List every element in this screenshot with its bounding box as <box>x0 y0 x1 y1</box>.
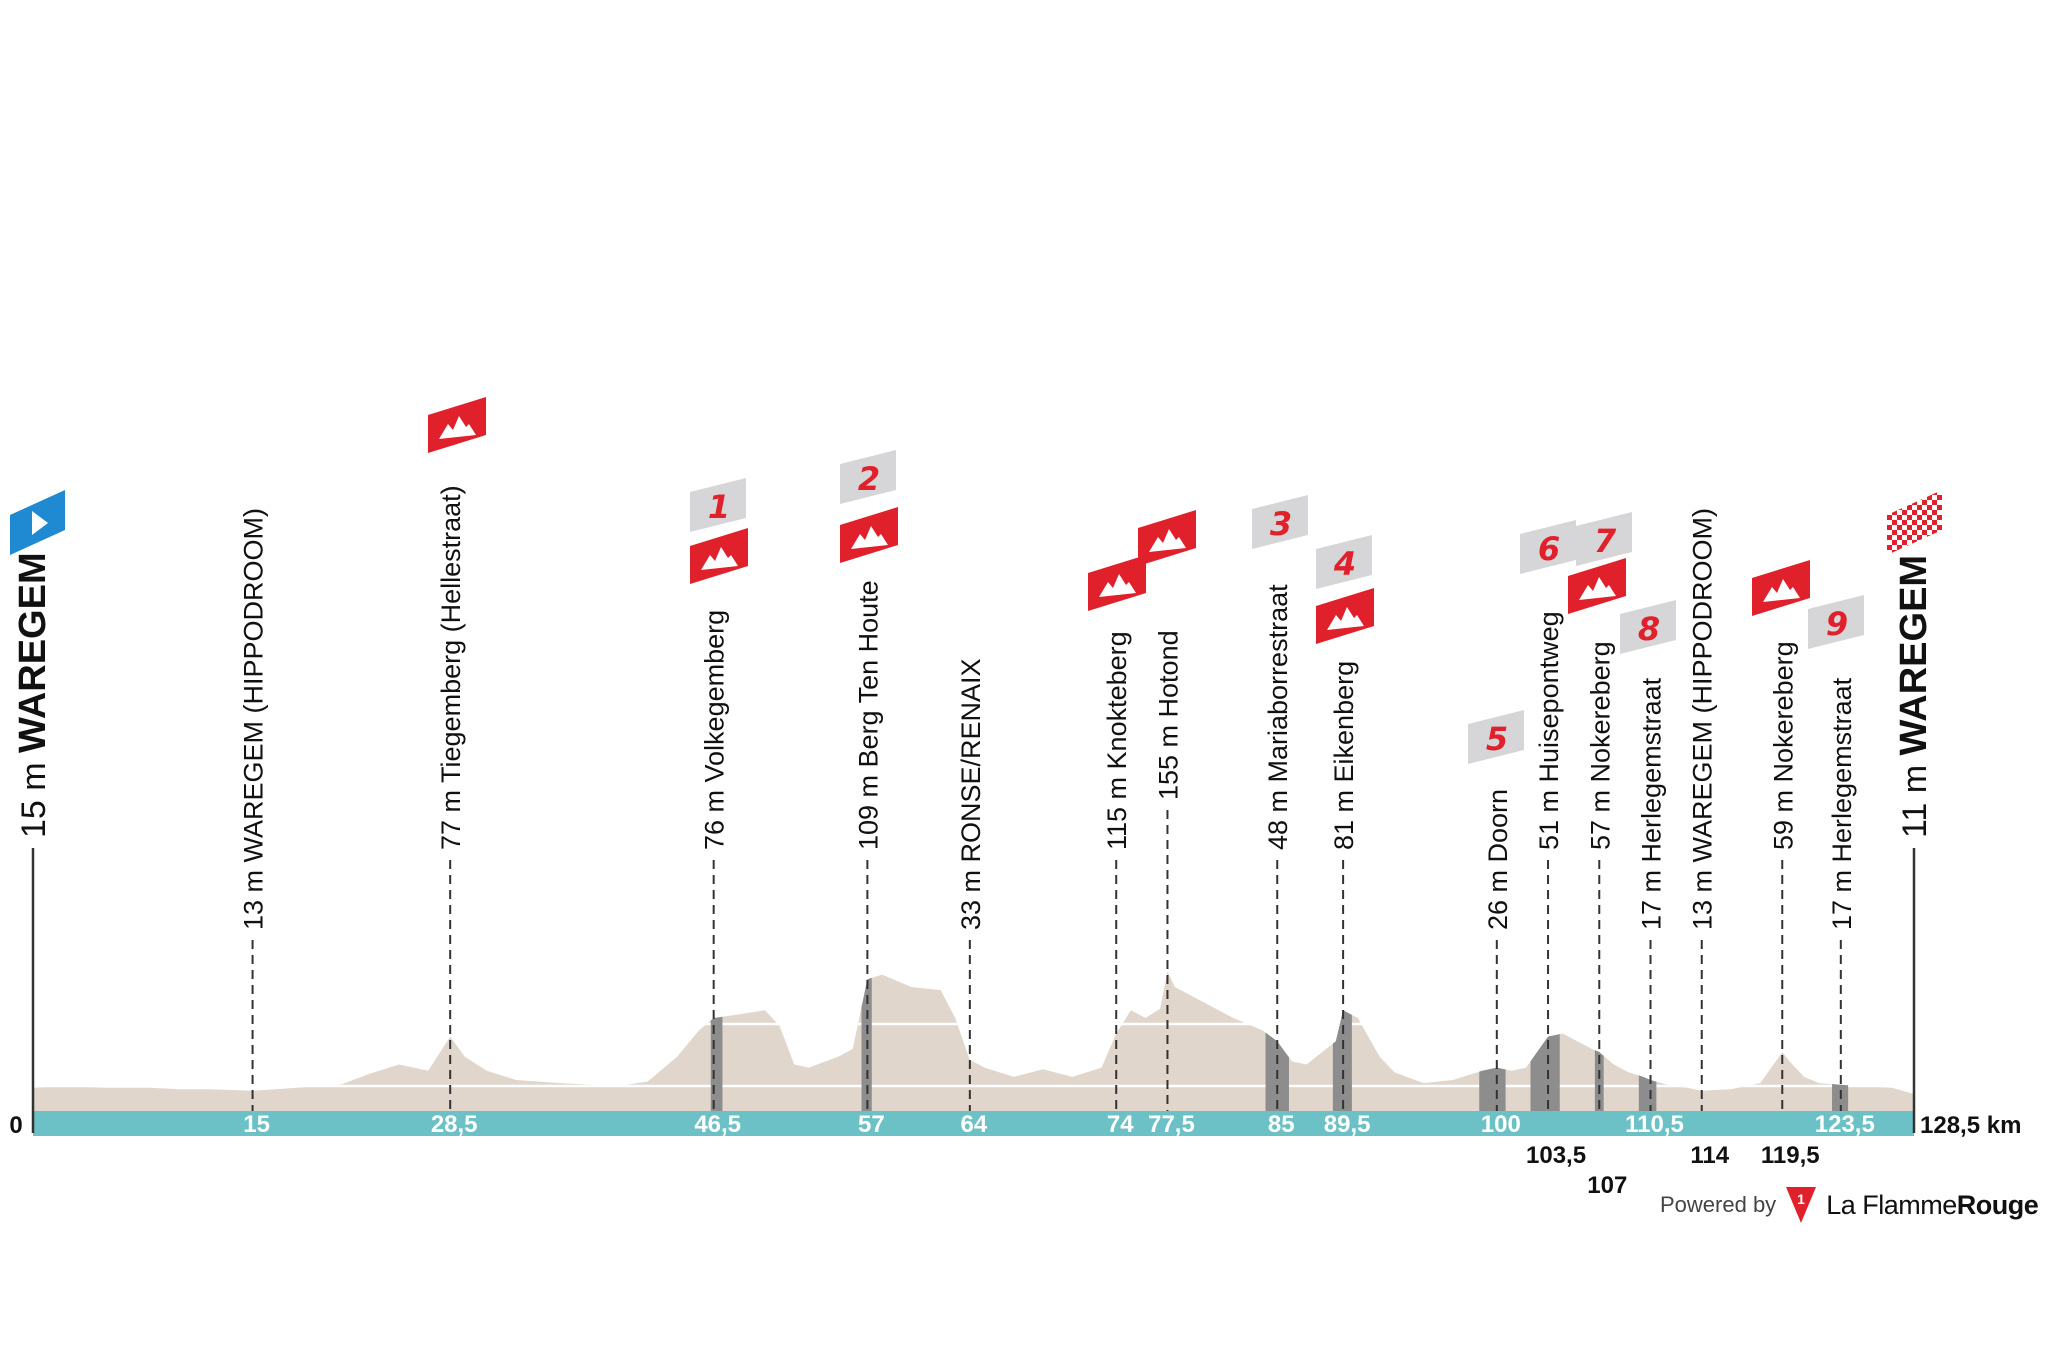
zero-km-label: 0 <box>9 1112 22 1139</box>
elevation-terrain <box>33 971 1914 1111</box>
start-marker: 15 m WAREGEM <box>10 490 65 1133</box>
cobble-sector-band <box>1332 971 1352 1111</box>
waypoint-label: 33 m RONSE/RENAIX <box>956 658 986 930</box>
finish-flag-icon <box>1887 490 1942 555</box>
km-marker-label: 107 <box>1587 1172 1627 1199</box>
distance-baseline <box>33 1111 1914 1136</box>
km-marker-label: 89,5 <box>1324 1111 1371 1138</box>
kom-mountain-icon <box>840 507 898 563</box>
km-marker-label: 77,5 <box>1148 1111 1195 1138</box>
waypoint-label: 81 m Eikenberg <box>1329 661 1359 850</box>
cobble-sector-band <box>1594 971 1604 1111</box>
cobble-sector-badge: 8 <box>1620 600 1676 654</box>
waypoint-dashed-lines <box>251 810 1842 1111</box>
kom-mountain-icon <box>690 528 748 584</box>
waypoint-label: 17 m Herlegemstraat <box>1827 677 1857 930</box>
climb-and-sector-icons: 1 2 3 4 5 6 7 8 9 <box>428 397 1864 764</box>
brand-mark-text: 1 <box>1797 1191 1805 1207</box>
cobble-sector-band <box>1530 971 1560 1111</box>
start-town: WAREGEM <box>12 552 54 753</box>
end-km-label: 128,5 km <box>1920 1112 2021 1139</box>
waypoint-label: 59 m Nokereberg <box>1768 641 1798 850</box>
km-marker-label: 119,5 <box>1761 1142 1820 1169</box>
start-label: 15 m WAREGEM <box>12 552 54 838</box>
waypoint-label: 76 m Volkegemberg <box>700 610 730 850</box>
waypoint-label: 13 m WAREGEM (HIPPODROOM) <box>1688 508 1718 930</box>
kom-mountain-icon <box>1088 555 1146 611</box>
kom-mountain-icon <box>1752 560 1810 616</box>
km-marker-label: 15 <box>243 1111 270 1138</box>
waypoint-label: 17 m Herlegemstraat <box>1637 677 1667 930</box>
waypoint-label: 57 m Nokereberg <box>1585 641 1615 850</box>
finish-label: 11 m WAREGEM <box>1893 555 1935 838</box>
terrain-area <box>33 971 1914 1111</box>
cobble-sector-badge: 2 <box>840 450 896 504</box>
sector-number: 2 <box>858 460 880 498</box>
waypoint-label: 26 m Doorn <box>1483 789 1513 930</box>
start-flag-icon <box>10 490 65 555</box>
cobble-sector-badge: 9 <box>1808 595 1864 649</box>
waypoint-label: 51 m Huisepontweg <box>1534 611 1564 850</box>
kom-mountain-icon <box>428 397 486 453</box>
powered-by-text: Powered by <box>1660 1192 1777 1217</box>
sector-number: 5 <box>1486 720 1508 758</box>
km-marker-label: 64 <box>960 1111 987 1138</box>
kom-mountain-icon <box>1138 510 1196 566</box>
waypoint-label: 13 m WAREGEM (HIPPODROOM) <box>239 508 269 930</box>
cobble-sector-badge: 5 <box>1468 710 1524 764</box>
waypoint-label: 77 m Tiegemberg (Hellestraat) <box>436 485 466 850</box>
km-marker-label: 57 <box>858 1111 885 1138</box>
sector-number: 6 <box>1538 530 1560 568</box>
cobble-sector-band <box>1638 971 1657 1111</box>
km-marker-label: 74 <box>1107 1111 1134 1138</box>
km-marker-label: 85 <box>1268 1111 1295 1138</box>
km-marker-label: 100 <box>1481 1111 1521 1138</box>
sector-number: 9 <box>1826 605 1848 643</box>
sector-number: 3 <box>1270 505 1292 543</box>
kom-mountain-icon <box>1316 588 1374 644</box>
km-marker-label: 114 <box>1690 1142 1729 1169</box>
km-marker-label: 103,5 <box>1526 1142 1586 1169</box>
sector-number: 8 <box>1638 610 1660 648</box>
cobble-sector-badge: 3 <box>1252 495 1308 549</box>
waypoint-label: 155 m Hotond <box>1153 630 1183 800</box>
sector-number: 7 <box>1594 522 1617 560</box>
waypoint-label: 115 m Knokteberg <box>1102 631 1132 850</box>
finish-marker: 11 m WAREGEM <box>1887 490 1942 1133</box>
waypoint-labels: 13 m WAREGEM (HIPPODROOM) 77 m Tiegemberg… <box>239 485 1857 930</box>
km-marker-label: 123,5 <box>1815 1111 1875 1138</box>
kom-mountain-icon <box>1568 558 1626 614</box>
cobble-sector-band <box>710 971 723 1111</box>
cobble-sector-band <box>1265 971 1289 1111</box>
flamme-rouge-logo-icon: 1 <box>1786 1187 1817 1223</box>
cobble-sector-badge: 4 <box>1316 535 1372 589</box>
sector-number: 1 <box>708 488 730 526</box>
finish-town: WAREGEM <box>1893 555 1935 756</box>
km-marker-label: 28,5 <box>431 1111 478 1138</box>
powered-by-credit: Powered by 1 La FlammeRouge <box>1660 1185 2039 1225</box>
cobble-sector-badge: 7 <box>1576 512 1632 566</box>
km-marker-label: 46,5 <box>694 1111 741 1138</box>
brand-name: La FlammeRouge <box>1826 1189 2039 1220</box>
sector-number: 4 <box>1333 545 1356 583</box>
cobble-sector-badge: 6 <box>1520 520 1576 574</box>
waypoint-label: 109 m Berg Ten Houte <box>853 580 883 850</box>
cobble-sector-badge: 1 <box>690 478 746 532</box>
cobble-sector-band <box>1479 971 1506 1111</box>
cobble-sector-band <box>861 971 872 1111</box>
km-marker-label: 110,5 <box>1625 1111 1684 1138</box>
waypoint-label: 48 m Mariaborrestraat <box>1263 584 1293 850</box>
